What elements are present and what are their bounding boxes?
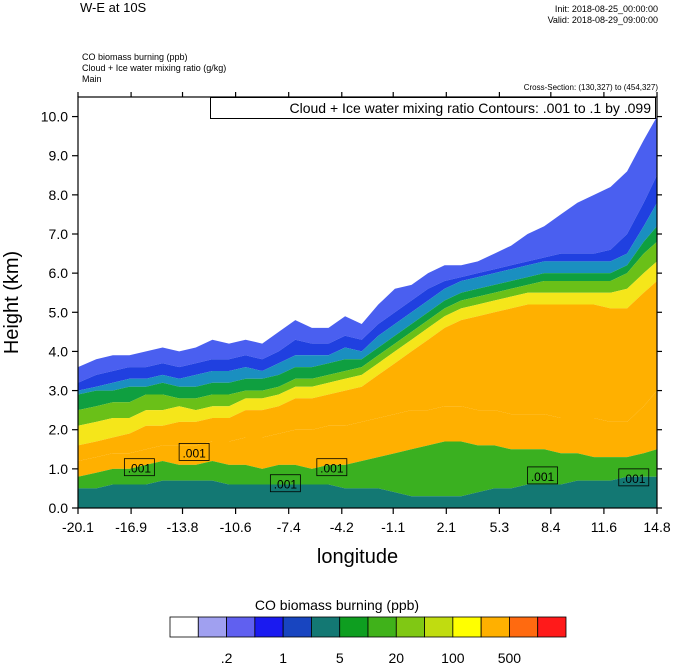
x-tick-label: -7.4	[277, 519, 301, 535]
co-band-11	[78, 476, 657, 508]
contour-value-label: .001	[531, 470, 555, 484]
x-tick-label: -16.9	[115, 519, 147, 535]
y-axis-label: Height (km)	[1, 251, 23, 354]
colorbar-swatch	[452, 616, 482, 638]
colorbar-swatch	[197, 616, 227, 638]
colorbar-swatch	[480, 616, 510, 638]
contour-info-box: Cloud + Ice water mixing ratio Contours:…	[210, 97, 656, 119]
colorbar-swatch	[367, 616, 397, 638]
co-band-1	[78, 97, 657, 368]
contour-value-box	[316, 458, 348, 477]
contour-value-box	[123, 458, 155, 477]
cross-section-label: Cross-Section: (130,327) to (454,327)	[523, 83, 658, 92]
x-tick-label: -1.1	[381, 519, 405, 535]
co-band-6	[78, 241, 657, 426]
contour-value-box	[178, 443, 210, 461]
colorbar-tick-label: 100	[441, 650, 465, 666]
colorbar-swatch	[254, 616, 284, 638]
y-tick-label: 4.0	[49, 343, 69, 359]
co-band-2	[78, 116, 657, 383]
colorbar-swatch	[311, 616, 341, 638]
contour-value-label: .001	[622, 472, 646, 486]
y-tick-label: 10.0	[41, 109, 68, 125]
colorbar-tick-label: 5	[336, 650, 344, 666]
init-time: Init: 2018-08-25_00:00:00	[554, 4, 658, 14]
contour-value-label: .001	[274, 478, 298, 492]
x-tick-label: 5.3	[490, 519, 510, 535]
y-tick-label: 1.0	[49, 461, 69, 477]
y-tick-label: 2.0	[49, 422, 69, 438]
contour-value-box	[527, 466, 558, 485]
co-band-5	[78, 226, 657, 411]
y-tick-label: 6.0	[49, 265, 69, 281]
plot-title: W-E at 10S	[80, 0, 147, 15]
y-tick-label: 9.0	[49, 148, 69, 164]
co-band-7	[78, 261, 657, 446]
y-tick-label: 8.0	[49, 187, 69, 203]
colorbar-swatch	[339, 616, 369, 638]
x-tick-label: 14.8	[643, 519, 670, 535]
x-tick-label: -13.8	[167, 519, 199, 535]
x-axis-label: longitude	[317, 546, 398, 568]
colorbar-tick-label: .2	[221, 650, 233, 666]
field-label-cloud: Cloud + Ice water mixing ratio (g/kg)	[82, 63, 227, 73]
colorbar-swatch	[169, 616, 199, 638]
contour-value-box	[269, 474, 301, 493]
colorbar-swatch	[226, 616, 256, 638]
x-tick-label: 11.6	[591, 519, 617, 535]
co-band-8	[78, 281, 657, 461]
contour-value-box	[618, 468, 650, 487]
x-tick-label: -20.1	[62, 519, 94, 535]
x-tick-label: -10.6	[220, 519, 252, 535]
field-label-main: Main	[82, 74, 102, 84]
contour-value-label: .001	[182, 446, 206, 460]
y-tick-label: 0.0	[49, 500, 69, 516]
y-tick-label: 3.0	[49, 383, 69, 399]
colorbar-swatch	[537, 616, 567, 638]
colorbar-swatch	[509, 616, 539, 638]
colorbar-swatch	[424, 616, 454, 638]
colorbar-swatch	[395, 616, 425, 638]
y-tick-label: 7.0	[49, 226, 69, 242]
colorbar-tick-label: 500	[498, 650, 522, 666]
colorbar-swatch	[282, 616, 312, 638]
colorbar-tick-label: 20	[388, 650, 404, 666]
valid-time: Valid: 2018-08-29_09:00:00	[547, 15, 658, 25]
x-tick-label: 2.1	[437, 519, 457, 535]
colorbar-title: CO biomass burning (ppb)	[254, 597, 420, 613]
field-label-co: CO biomass burning (ppb)	[82, 52, 188, 62]
x-tick-label: -4.2	[330, 519, 354, 535]
co-band-3	[78, 175, 657, 391]
co-band-9	[78, 390, 657, 477]
x-tick-label: 8.4	[541, 519, 561, 535]
y-tick-label: 5.0	[49, 304, 69, 320]
contour-value-label: .001	[320, 462, 344, 476]
contour-value-label: .001	[128, 462, 152, 476]
co-band-10	[78, 441, 657, 497]
colorbar-tick-label: 1	[279, 650, 287, 666]
